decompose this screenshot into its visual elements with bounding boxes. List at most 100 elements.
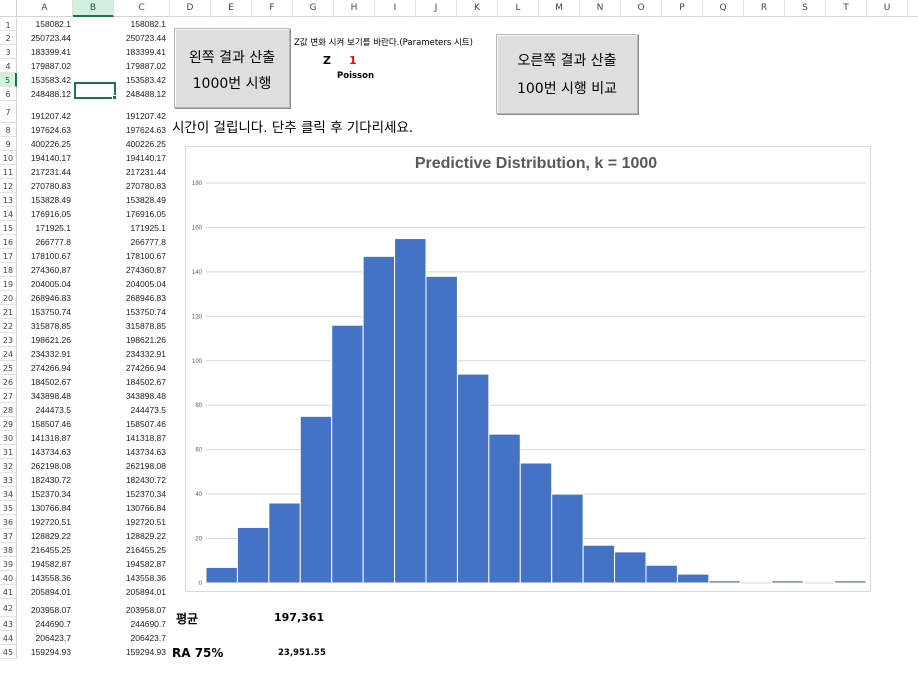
column-header-s[interactable]: S: [785, 0, 826, 17]
row-header-20[interactable]: 20: [0, 291, 17, 305]
cell-c2[interactable]: 250723.44: [125, 33, 166, 43]
column-header-o[interactable]: O: [621, 0, 662, 17]
cell-a34[interactable]: 152370.34: [30, 489, 71, 499]
cell-a22[interactable]: 315878.85: [30, 321, 71, 331]
cell-a3[interactable]: 183399.41: [30, 47, 71, 57]
cell-a41[interactable]: 205894.01: [30, 587, 71, 597]
cell-c22[interactable]: 315878.85: [125, 321, 166, 331]
left-result-button[interactable]: 왼쪽 결과 산출 1000번 시행: [174, 28, 290, 108]
column-header-r[interactable]: R: [744, 0, 785, 17]
cell-c12[interactable]: 270780.83: [125, 181, 166, 191]
cell-c31[interactable]: 143734.63: [125, 447, 166, 457]
cell-a9[interactable]: 400226.25: [30, 139, 71, 149]
histogram-bar[interactable]: [331, 324, 364, 584]
cell-a16[interactable]: 266777.8: [35, 237, 71, 247]
column-header-a[interactable]: A: [17, 0, 73, 17]
row-header-2[interactable]: 2: [0, 31, 17, 45]
cell-a43[interactable]: 244690.7: [35, 619, 71, 629]
histogram-bar[interactable]: [456, 373, 490, 584]
row-header-3[interactable]: 3: [0, 45, 17, 59]
cell-c20[interactable]: 268946.83: [125, 293, 166, 303]
row-header-30[interactable]: 30: [0, 431, 17, 445]
row-header-33[interactable]: 33: [0, 473, 17, 487]
cell-a25[interactable]: 274266.94: [30, 363, 71, 373]
cell-a37[interactable]: 128829.22: [30, 531, 71, 541]
cell-c4[interactable]: 179887.02: [125, 61, 166, 71]
cell-a20[interactable]: 268946.83: [30, 293, 71, 303]
cell-c13[interactable]: 153828.49: [125, 195, 166, 205]
row-header-40[interactable]: 40: [0, 571, 17, 585]
cell-a38[interactable]: 216455.25: [30, 545, 71, 555]
row-header-27[interactable]: 27: [0, 389, 17, 403]
cell-a2[interactable]: 250723.44: [30, 33, 71, 43]
row-header-11[interactable]: 11: [0, 165, 17, 179]
cell-c10[interactable]: 194140.17: [125, 153, 166, 163]
row-header-42[interactable]: 42: [0, 599, 17, 617]
cell-a28[interactable]: 244473.5: [35, 405, 71, 415]
column-header-l[interactable]: L: [498, 0, 539, 17]
cell-a10[interactable]: 194140.17: [30, 153, 71, 163]
cell-a12[interactable]: 270780.83: [30, 181, 71, 191]
column-header-q[interactable]: Q: [703, 0, 744, 17]
cell-a29[interactable]: 158507.46: [30, 419, 71, 429]
cell-c40[interactable]: 143558.36: [125, 573, 166, 583]
cell-a17[interactable]: 178100.67: [30, 251, 71, 261]
histogram-bar[interactable]: [488, 433, 521, 584]
cell-a1[interactable]: 158082.1: [35, 19, 71, 29]
row-header-44[interactable]: 44: [0, 631, 17, 645]
row-header-8[interactable]: 8: [0, 123, 17, 137]
column-header-u[interactable]: U: [867, 0, 908, 17]
row-header-31[interactable]: 31: [0, 445, 17, 459]
cell-c26[interactable]: 184502.67: [125, 377, 166, 387]
cell-a8[interactable]: 197624.63: [30, 125, 71, 135]
cell-c15[interactable]: 171925.1: [130, 223, 166, 233]
cell-a32[interactable]: 262198.08: [30, 461, 71, 471]
row-header-10[interactable]: 10: [0, 151, 17, 165]
cell-a26[interactable]: 184502.67: [30, 377, 71, 387]
cell-a19[interactable]: 204005.04: [30, 279, 71, 289]
cell-c5[interactable]: 153583.42: [125, 75, 166, 85]
cell-c23[interactable]: 198621.26: [125, 335, 166, 345]
column-header-m[interactable]: M: [539, 0, 580, 17]
row-header-34[interactable]: 34: [0, 487, 17, 501]
cell-a18[interactable]: 274360.87: [30, 265, 71, 275]
column-header-c[interactable]: C: [114, 0, 170, 17]
cell-a7[interactable]: 191207.42: [30, 111, 71, 121]
histogram-bar[interactable]: [771, 580, 804, 584]
row-header-35[interactable]: 35: [0, 501, 17, 515]
row-header-43[interactable]: 43: [0, 617, 17, 631]
cell-c28[interactable]: 244473.5: [130, 405, 166, 415]
column-header-e[interactable]: E: [211, 0, 252, 17]
cell-c21[interactable]: 153750.74: [125, 307, 166, 317]
cell-a30[interactable]: 141318.87: [30, 433, 71, 443]
row-header-12[interactable]: 12: [0, 179, 17, 193]
row-header-36[interactable]: 36: [0, 515, 17, 529]
row-header-28[interactable]: 28: [0, 403, 17, 417]
row-header-45[interactable]: 45: [0, 645, 17, 659]
cell-a21[interactable]: 153750.74: [30, 307, 71, 317]
row-header-32[interactable]: 32: [0, 459, 17, 473]
row-header-6[interactable]: 6: [0, 87, 17, 101]
row-header-18[interactable]: 18: [0, 263, 17, 277]
row-header-13[interactable]: 13: [0, 193, 17, 207]
cell-c37[interactable]: 128829.22: [125, 531, 166, 541]
column-header-f[interactable]: F: [252, 0, 293, 17]
row-header-23[interactable]: 23: [0, 333, 17, 347]
cell-c34[interactable]: 152370.34: [125, 489, 166, 499]
histogram-bar[interactable]: [676, 573, 710, 584]
right-result-button[interactable]: 오른쪽 결과 산출 100번 시행 비교: [496, 34, 638, 114]
cell-c35[interactable]: 130766.84: [125, 503, 166, 513]
histogram-bar[interactable]: [645, 564, 678, 584]
row-header-38[interactable]: 38: [0, 543, 17, 557]
cell-c18[interactable]: 274360.87: [125, 265, 166, 275]
cell-a5[interactable]: 153583.42: [30, 75, 71, 85]
cell-a42[interactable]: 203958.07: [30, 605, 71, 615]
histogram-bar[interactable]: [519, 462, 553, 584]
histogram-bar[interactable]: [614, 551, 647, 584]
cell-a33[interactable]: 182430.72: [30, 475, 71, 485]
cell-a27[interactable]: 343898.48: [30, 391, 71, 401]
row-header-4[interactable]: 4: [0, 59, 17, 73]
cell-c42[interactable]: 203958.07: [125, 605, 166, 615]
cell-c44[interactable]: 206423.7: [130, 633, 166, 643]
cell-c9[interactable]: 400226.25: [125, 139, 166, 149]
